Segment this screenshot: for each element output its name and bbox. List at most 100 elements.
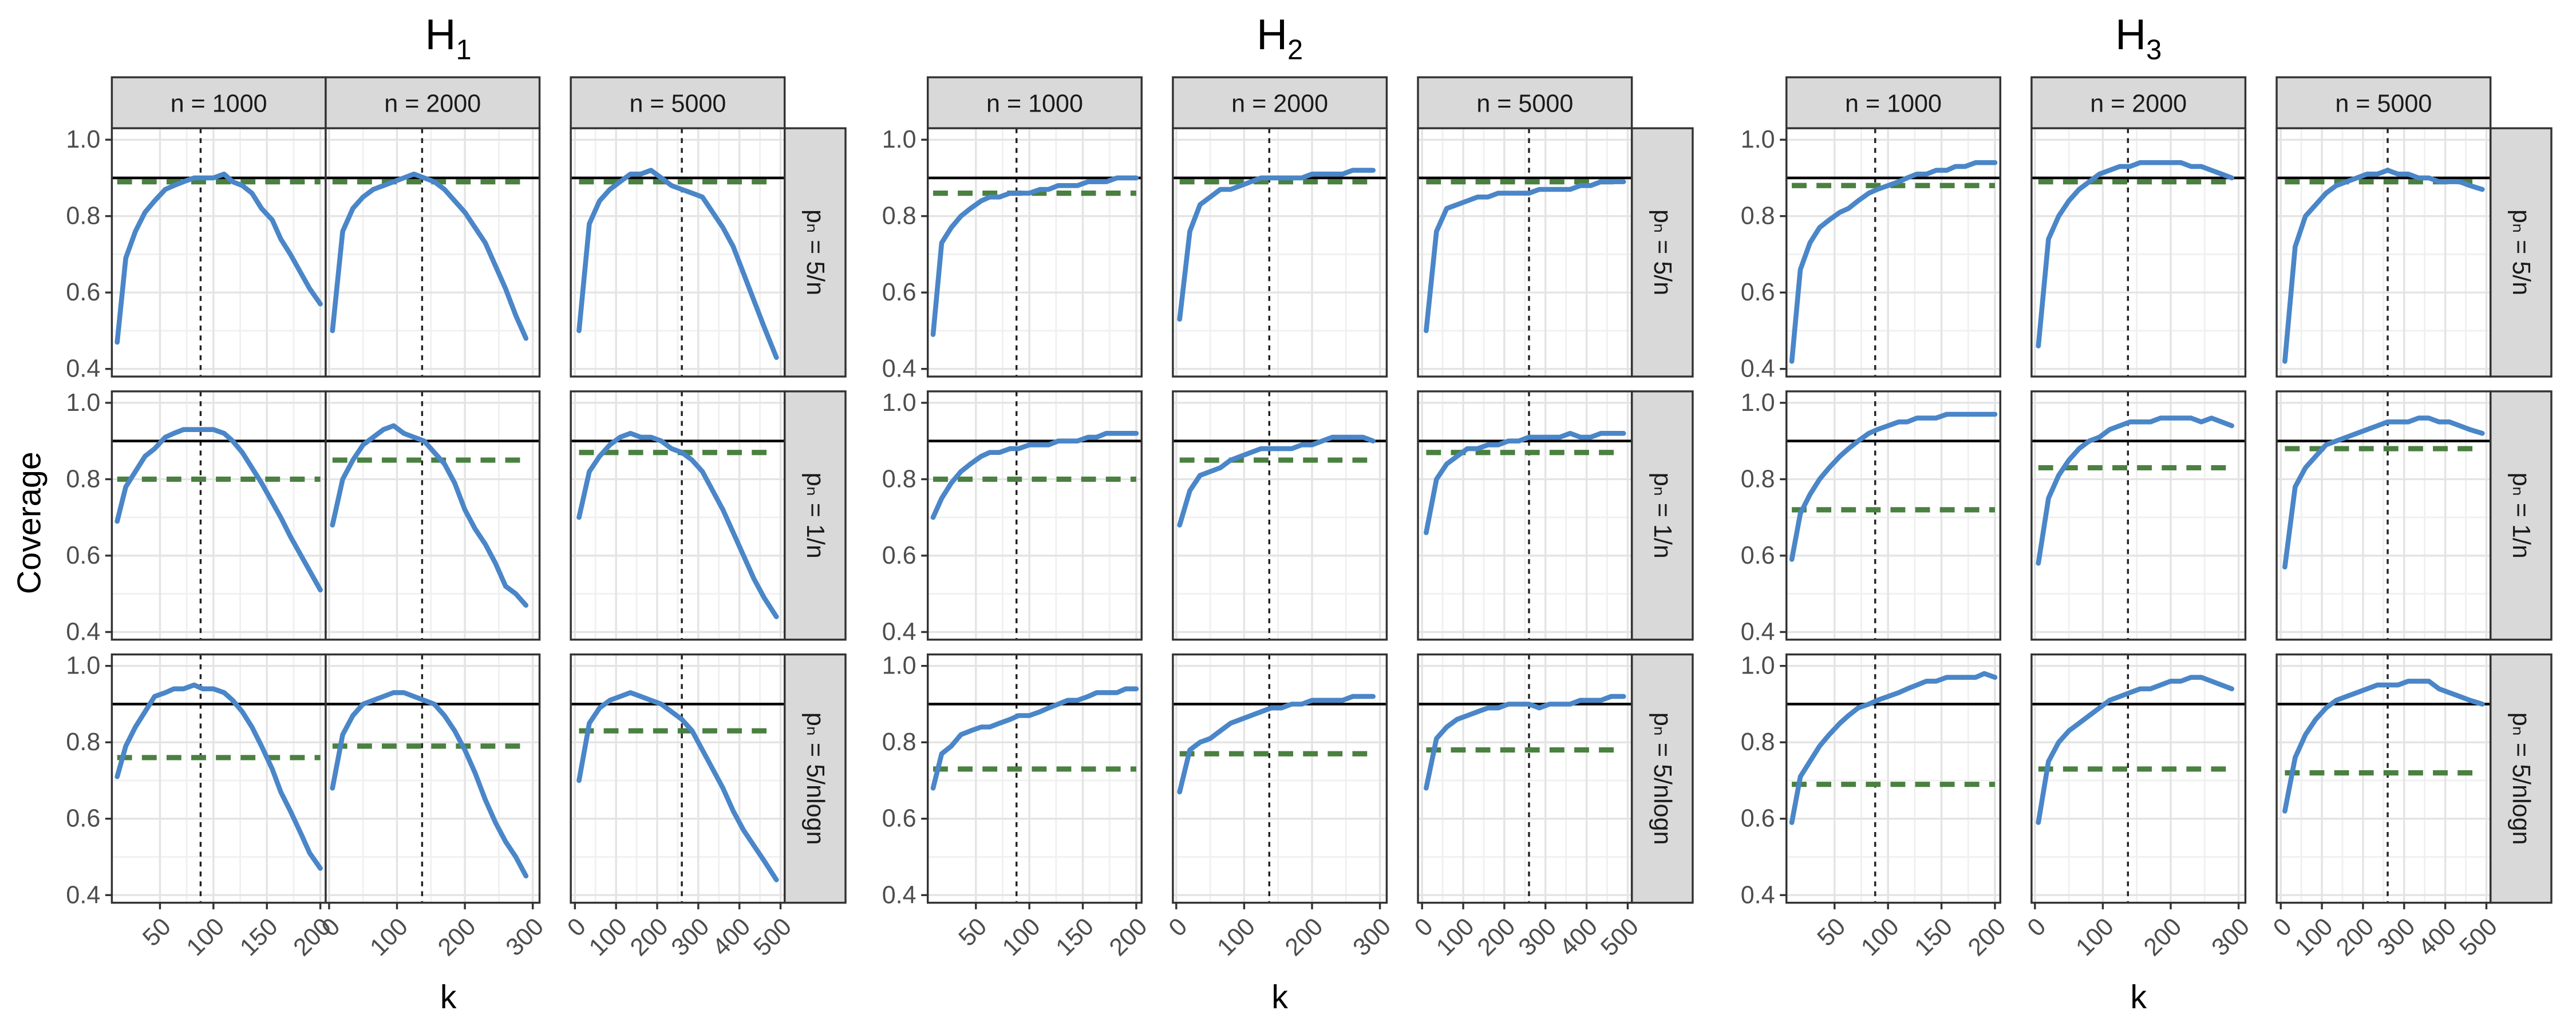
coverage-curve	[930, 175, 1139, 337]
y-tick-label: 0.4	[882, 355, 916, 383]
facet-panel: 0.4 0.6 0.8 1.0 50 100 150 200	[882, 652, 1153, 961]
column-strip-label: n = 1000	[1845, 90, 1942, 117]
facet-panel: 0.4 0.6 0.8 1.0	[1741, 126, 2002, 383]
coverage-curve	[330, 690, 529, 879]
y-tick-label: 0.4	[66, 618, 100, 645]
panel-border	[325, 127, 541, 378]
coverage-curve	[1789, 411, 1998, 562]
y-tick-label: 1.0	[882, 126, 916, 153]
y-axis-title: Coverage	[11, 451, 48, 594]
panel-border	[2275, 390, 2492, 641]
panel-border	[1785, 390, 2002, 641]
y-tick-label: 0.4	[882, 618, 916, 645]
group-title-subscript: 1	[456, 34, 471, 65]
x-tick-label: 200	[2331, 913, 2380, 961]
panel-background	[325, 391, 540, 640]
facet-panel: 0 100 200 300	[2022, 653, 2255, 961]
row-strip-label: pₙ = 5/n	[2507, 209, 2535, 295]
coverage-curve	[1789, 160, 1998, 364]
facet-panel	[2275, 127, 2492, 378]
row-strip-label: pₙ = 5/nlogn	[801, 712, 829, 845]
panel-border	[1785, 127, 2002, 378]
y-tick-label: 0.8	[66, 465, 100, 493]
x-tick-label: 150	[235, 913, 283, 961]
column-strip	[1172, 76, 1388, 129]
coverage-curve	[1177, 694, 1376, 795]
y-tick-label: 0.6	[66, 805, 100, 833]
y-tick-label: 1.0	[882, 389, 916, 417]
panel-border	[1172, 653, 1388, 904]
y-tick-label: 0.6	[66, 279, 100, 306]
coverage-curve	[330, 171, 529, 341]
y-tick-label: 0.4	[1741, 355, 1775, 383]
x-tick-label: 400	[707, 913, 756, 961]
row-strip-label: pₙ = 5/nlogn	[2507, 712, 2535, 845]
panel-border	[926, 653, 1143, 904]
facet-panel: 0.4 0.6 0.8 1.0	[882, 389, 1143, 645]
facet-panel	[325, 127, 541, 378]
coverage-curve	[2036, 160, 2235, 348]
panel-border	[570, 653, 786, 904]
column-strip-label: n = 1000	[171, 90, 267, 117]
panel-border	[1172, 127, 1388, 378]
panel-background	[927, 128, 1142, 377]
y-tick-label: 0.6	[66, 542, 100, 569]
panel-background	[112, 654, 326, 903]
row-strip-label: pₙ = 1/n	[1649, 473, 1676, 558]
y-tick-label: 0.6	[882, 805, 916, 833]
y-tick-label: 0.8	[882, 728, 916, 756]
panel-background	[325, 128, 540, 377]
y-tick-label: 1.0	[66, 389, 100, 417]
y-tick-label: 0.4	[66, 355, 100, 383]
y-tick-label: 0.4	[1741, 881, 1775, 909]
facet-panel	[2030, 390, 2247, 641]
panel-background	[1786, 391, 2001, 640]
panel-border	[325, 390, 541, 641]
coverage-curve	[2282, 679, 2485, 814]
coverage-curve	[930, 686, 1139, 791]
coverage-curve	[2282, 168, 2485, 364]
x-tick-label: 100	[365, 913, 413, 961]
x-tick-label: 200	[433, 913, 481, 961]
y-tick-label: 1.0	[66, 652, 100, 680]
facet-panel	[2275, 390, 2492, 641]
y-tick-label: 1.0	[882, 652, 916, 680]
x-tick-label: 100	[2290, 913, 2338, 961]
x-tick-label: 500	[1595, 913, 1644, 961]
coverage-curve	[2282, 415, 2485, 570]
x-tick-label: 50	[953, 913, 992, 952]
y-tick-label: 1.0	[1741, 652, 1775, 680]
panel-border	[325, 653, 541, 904]
x-axis-title: k	[2130, 979, 2147, 1016]
facet-panel: 0.4 0.6 0.8 1.0	[1741, 389, 2002, 645]
coverage-curve	[1424, 179, 1626, 334]
facet-panel	[570, 390, 786, 641]
x-tick-label: 100	[1431, 913, 1480, 961]
y-tick-label: 0.8	[1741, 465, 1775, 493]
row-strip	[1630, 390, 1694, 641]
x-tick-label: 300	[500, 913, 549, 961]
x-tick-label: 300	[1514, 913, 1562, 961]
panel-border	[2275, 653, 2492, 904]
y-tick-label: 0.8	[66, 203, 100, 230]
x-tick-label: 100	[2071, 913, 2119, 961]
coverage-curve	[1177, 168, 1376, 322]
column-strip-label: n = 2000	[2090, 90, 2187, 117]
panel-background	[1172, 128, 1387, 377]
row-strip-label: pₙ = 5/n	[1649, 209, 1676, 295]
y-tick-label: 0.8	[1741, 728, 1775, 756]
x-tick-label: 100	[1856, 913, 1905, 961]
x-tick-label: 100	[584, 913, 633, 961]
y-tick-label: 0.6	[1741, 542, 1775, 569]
group-title: H1	[425, 10, 471, 65]
x-axis-title: k	[440, 979, 457, 1016]
x-tick-label: 0	[2268, 913, 2297, 942]
x-tick-label: 400	[1554, 913, 1603, 961]
panel-background	[927, 654, 1142, 903]
facet-panel	[570, 127, 786, 378]
panel-border	[1785, 653, 2002, 904]
column-strip-label: n = 5000	[2335, 90, 2432, 117]
y-tick-label: 0.6	[1741, 279, 1775, 306]
group-title-base: H	[425, 10, 456, 58]
panel-background	[1172, 654, 1387, 903]
